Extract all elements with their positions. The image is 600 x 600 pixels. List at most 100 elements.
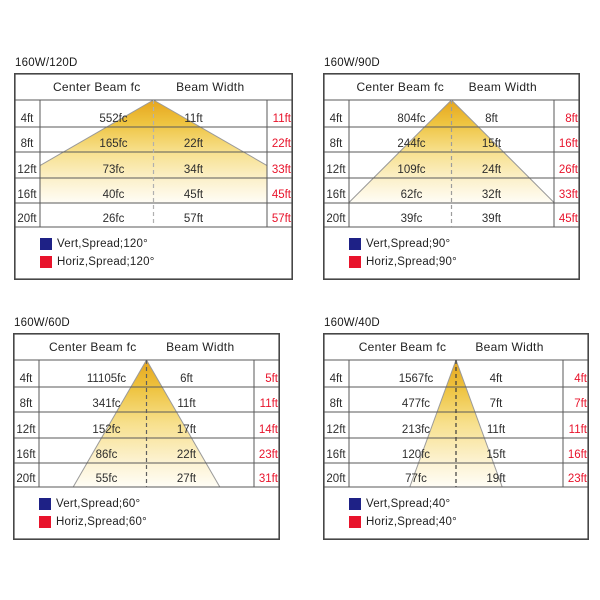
header-center-beam: Center Beam fc (52, 79, 141, 94)
beam-diagram (323, 73, 580, 280)
horiz-spread-swatch (39, 516, 51, 528)
legend-item: Horiz,Spread;90° (349, 255, 580, 269)
beam-width-value: 19ft (486, 473, 506, 485)
vert-spread-swatch (39, 498, 51, 510)
horiz-width-value: 16ft (567, 449, 587, 461)
legend: Vert,Spread;120° Horiz,Spread;120° (40, 227, 293, 280)
beam-edge-right (451, 99, 555, 203)
horiz-width-value: 11ft (568, 424, 587, 436)
distance-label: 8ft (20, 138, 34, 150)
panel-title: 160W/90D (324, 57, 380, 69)
table-row: 8ft 341fc 11ft 11ft (13, 387, 280, 412)
table-row: 20ft 55fc 27ft 31ft (13, 463, 280, 487)
header-beam-width: Beam Width (166, 339, 235, 354)
horiz-width-value: 31ft (258, 473, 278, 485)
beam-width-value: 34ft (183, 164, 204, 176)
table-row: 16ft 120fc 15ft 16ft (323, 438, 589, 463)
distance-label: 12ft (326, 424, 346, 436)
beam-edge-right (153, 99, 268, 166)
legend-label: Vert,Spread;60° (56, 498, 141, 510)
horiz-width-value: 45ft (271, 189, 291, 201)
beam-width-value: 8ft (485, 113, 498, 125)
table-border (323, 73, 580, 280)
panel-title: 160W/40D (324, 317, 380, 329)
center-beam-value: 477fc (401, 398, 431, 410)
distance-label: 16ft (326, 189, 346, 201)
beam-width-value: 57ft (183, 213, 204, 225)
beam-diagram (14, 73, 293, 280)
table-row: 12ft 109fc 24ft 26ft (323, 152, 580, 178)
table-row: 12ft 152fc 17ft 14ft (13, 412, 280, 438)
center-beam-value: 1567fc (398, 373, 434, 385)
distance-label: 20ft (17, 213, 37, 225)
distance-label: 8ft (329, 138, 343, 150)
table-row: 8ft 477fc 7ft 7ft (323, 387, 589, 412)
table-row: 20ft 26fc 57ft 57ft (14, 203, 293, 227)
legend-item: Vert,Spread;40° (349, 497, 589, 511)
legend-item: Horiz,Spread;40° (349, 515, 589, 529)
beam-edge-left (348, 99, 452, 203)
table-row: 8ft 244fc 15ft 16ft (323, 127, 580, 152)
beam-width-value: 7ft (489, 398, 503, 410)
center-beam-value: 39fc (400, 213, 423, 225)
distance-label: 4ft (329, 113, 343, 125)
beam-width-value: 11ft (184, 113, 203, 125)
legend-label: Vert,Spread;120° (57, 238, 148, 250)
table-border (14, 73, 293, 280)
beam-width-value: 39ft (481, 213, 502, 225)
header-center-beam: Center Beam fc (356, 79, 445, 94)
table-row: 20ft 39fc 39ft 45ft (323, 203, 580, 227)
beam-width-value: 15ft (486, 449, 506, 461)
panel-160w-40d: 160W/40D Center Beam fc Beam Width 4ft 1567f… (323, 317, 589, 540)
beam-width-value: 4ft (489, 373, 503, 385)
table-row: 16ft 40fc 45ft 45ft (14, 178, 293, 203)
panel-160w-90d: 160W/90D Center Beam fc Beam Width 4ft 804fc… (323, 57, 580, 280)
center-beam-value: 152fc (92, 424, 121, 436)
center-beam-value: 55fc (95, 473, 118, 485)
header-center-beam: Center Beam fc (48, 339, 137, 354)
horiz-width-value: 11ft (272, 113, 291, 125)
legend-item: Vert,Spread;120° (40, 237, 293, 251)
beam-edge-left (39, 99, 154, 166)
legend: Vert,Spread;90° Horiz,Spread;90° (349, 227, 580, 280)
center-beam-value: 77fc (405, 473, 427, 485)
legend-label: Horiz,Spread;90° (366, 256, 457, 268)
table-row: 4ft 11105fc 6ft 5ft (13, 360, 280, 387)
horiz-width-value: 23ft (567, 473, 587, 485)
legend-item: Vert,Spread;60° (39, 497, 280, 511)
horiz-spread-swatch (40, 256, 52, 268)
table-row: 16ft 86fc 22ft 23ft (13, 438, 280, 463)
center-beam-value: 26fc (102, 213, 125, 225)
horiz-width-value: 57ft (271, 213, 291, 225)
header-center-beam: Center Beam fc (358, 339, 447, 354)
header-beam-width: Beam Width (475, 339, 544, 354)
legend-item: Vert,Spread;90° (349, 237, 580, 251)
vert-spread-swatch (349, 238, 361, 250)
beam-diagram (323, 333, 589, 540)
horiz-width-value: 45ft (558, 213, 578, 225)
horiz-width-value: 33ft (271, 164, 291, 176)
beam-edge-left (409, 359, 457, 488)
center-beam-value: 341fc (92, 398, 121, 410)
beam-width-value: 11ft (486, 424, 506, 436)
center-beam-value: 552fc (99, 113, 128, 125)
horiz-spread-swatch (349, 256, 361, 268)
beam-width-value: 32ft (481, 189, 502, 201)
table-border (13, 333, 280, 540)
beam-width-value: 6ft (180, 373, 193, 385)
table-row: 12ft 213fc 11ft 11ft (323, 412, 589, 438)
horiz-width-value: 7ft (574, 398, 587, 410)
center-beam-value: 86fc (95, 449, 118, 461)
beam-edge-left (72, 359, 147, 488)
horiz-width-value: 4ft (574, 373, 587, 385)
beam-width-value: 22ft (183, 138, 204, 150)
header-beam-width: Beam Width (468, 79, 537, 94)
legend-item: Horiz,Spread;60° (39, 515, 280, 529)
header-beam-width: Beam Width (176, 79, 245, 94)
legend: Vert,Spread;60° Horiz,Spread;60° (39, 487, 280, 540)
legend-label: Vert,Spread;40° (366, 498, 451, 510)
distance-label: 4ft (20, 113, 34, 125)
legend-label: Horiz,Spread;120° (57, 256, 155, 268)
vert-spread-swatch (40, 238, 52, 250)
beam-width-value: 45ft (183, 189, 204, 201)
